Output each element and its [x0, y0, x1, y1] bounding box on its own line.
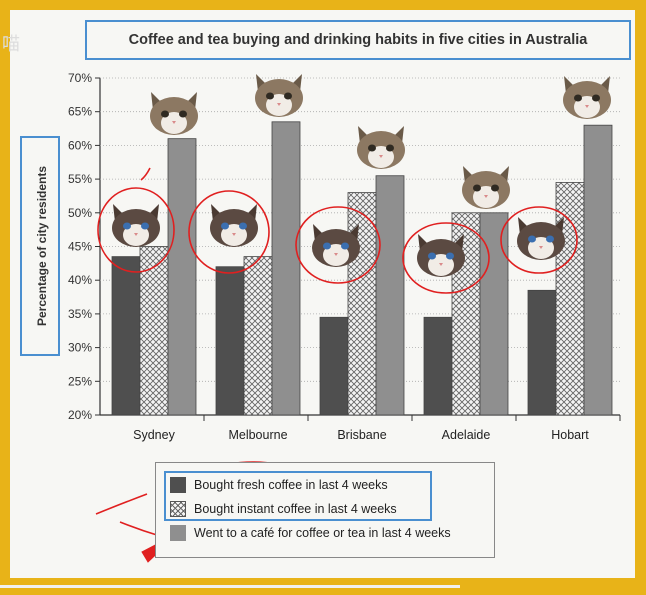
bar-cafe	[167, 138, 197, 416]
cat-face-icon	[556, 72, 618, 122]
bar-fresh	[423, 316, 453, 416]
bar-cafe	[583, 124, 613, 416]
cat-face-icon	[350, 122, 412, 172]
legend-label-instant: Bought instant coffee in last 4 weeks	[194, 502, 397, 516]
bar-fresh	[319, 316, 349, 416]
annotation-circle	[97, 187, 175, 273]
legend-swatch-instant	[170, 501, 186, 517]
cat-face-icon	[248, 70, 310, 120]
y-tick-label: 45%	[68, 240, 92, 254]
bar-cafe	[271, 121, 301, 416]
annotation-mark	[95, 493, 161, 537]
bar-cafe	[479, 212, 509, 416]
legend-label-cafe: Went to a café for coffee or tea in last…	[194, 526, 451, 540]
x-tick-label: Brisbane	[337, 428, 386, 442]
cat-face-icon	[510, 213, 572, 263]
bar-fresh	[527, 289, 557, 416]
annotation-circle	[500, 206, 578, 274]
cat-face-icon	[305, 220, 367, 270]
annotation-circle	[402, 222, 490, 294]
y-tick-label: 65%	[68, 105, 92, 119]
annotation-circle	[188, 190, 270, 274]
legend-label-fresh: Bought fresh coffee in last 4 weeks	[194, 478, 388, 492]
legend-item-fresh: Bought fresh coffee in last 4 weeks	[170, 476, 388, 494]
y-tick-label: 25%	[68, 374, 92, 388]
bar-instant	[243, 256, 273, 416]
x-tick-label: Melbourne	[228, 428, 287, 442]
y-tick-label: 30%	[68, 341, 92, 355]
cat-face-icon	[143, 88, 205, 138]
cat-face-icon	[455, 162, 517, 212]
legend-swatch-fresh	[170, 477, 186, 493]
bar-fresh	[215, 266, 245, 416]
legend-swatch-cafe	[170, 525, 186, 541]
y-tick-label: 20%	[68, 408, 92, 422]
y-axis-label-box	[20, 136, 60, 356]
y-tick-label: 60%	[68, 138, 92, 152]
y-tick-label: 50%	[68, 206, 92, 220]
legend	[155, 462, 495, 558]
legend-item-cafe: Went to a café for coffee or tea in last…	[170, 524, 451, 542]
y-tick-label: 70%	[68, 71, 92, 85]
x-tick-label: Hobart	[551, 428, 589, 442]
y-tick-label: 55%	[68, 172, 92, 186]
chart-title-box: Coffee and tea buying and drinking habit…	[85, 20, 631, 60]
cat-face-icon	[105, 200, 167, 250]
legend-item-instant: Bought instant coffee in last 4 weeks	[170, 500, 397, 518]
bottom-stroke	[0, 585, 460, 588]
y-tick-label: 40%	[68, 273, 92, 287]
x-tick-label: Adelaide	[442, 428, 491, 442]
bar-instant	[139, 246, 169, 416]
chart-title: Coffee and tea buying and drinking habit…	[128, 32, 588, 48]
corner-glyph: 喵	[2, 34, 20, 55]
cat-face-icon	[203, 200, 265, 250]
y-tick-label: 35%	[68, 307, 92, 321]
bar-cafe	[375, 175, 405, 416]
cat-face-icon	[410, 230, 472, 280]
annotation-circle	[295, 206, 381, 284]
x-tick-label: Sydney	[133, 428, 175, 442]
annotation-mark	[140, 167, 151, 181]
bar-fresh	[111, 256, 141, 416]
legend-highlight-box	[164, 471, 432, 521]
